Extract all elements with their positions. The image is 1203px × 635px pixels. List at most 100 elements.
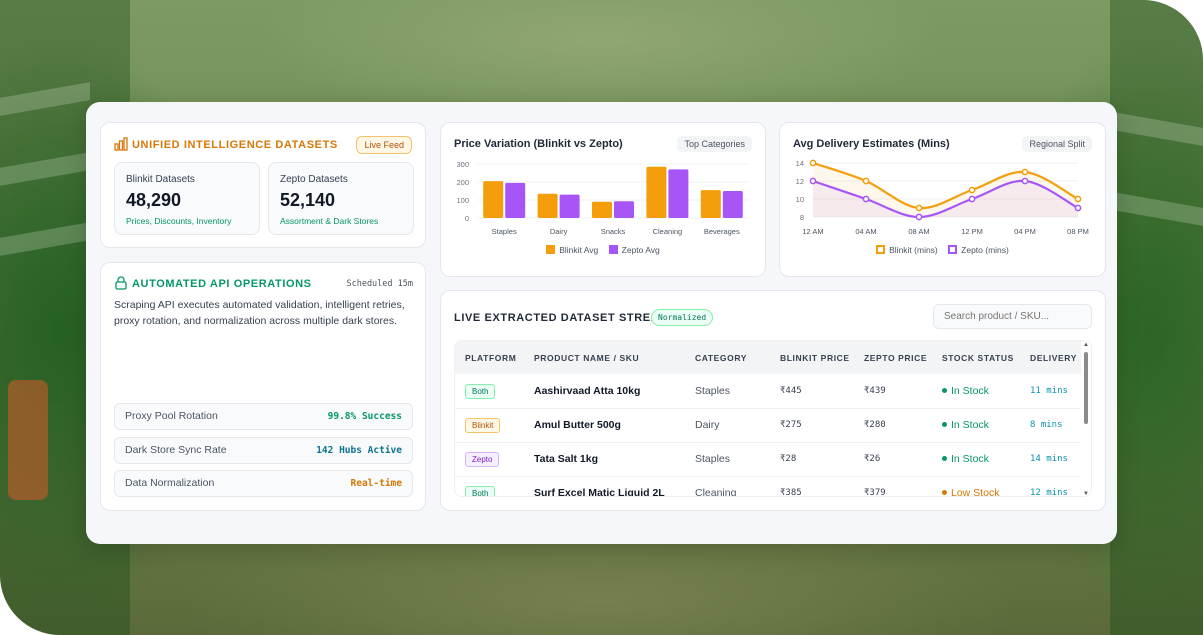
price-legend: Blinkit Avg Zepto Avg — [441, 245, 765, 255]
delivery-chart-card: Avg Delivery Estimates (Mins) Regional S… — [779, 122, 1106, 277]
col-category[interactable]: CATEGORY — [685, 341, 770, 374]
legend-blinkit-mins[interactable]: Blinkit (mins) — [876, 245, 938, 255]
x-tick-label: 04 PM — [1014, 227, 1036, 236]
stock-status-cell: In Stock — [932, 374, 1020, 409]
col-zepto-price[interactable]: ZEPTO PRICE — [854, 341, 932, 374]
automation-description: Scraping API executes automated validati… — [114, 299, 405, 327]
blinkit-datasets-box: Blinkit Datasets 48,290 Prices, Discount… — [114, 162, 260, 235]
status-dot-icon — [942, 387, 947, 393]
zepto-datasets-label: Zepto Datasets — [280, 174, 348, 185]
scroll-down-icon[interactable]: ▼ — [1083, 491, 1089, 497]
data-point — [968, 186, 976, 194]
delivery-chart: 14 12 10 8 12 AM 04 AM 08 AM 12 PM 04 PM 08 PM — [796, 159, 1089, 236]
metric-label: Proxy Pool Rotation — [125, 410, 218, 422]
y-tick-label: 200 — [456, 178, 469, 187]
metric-proxy-pool: Proxy Pool Rotation 99.8% Success — [114, 403, 413, 430]
scrollbar-thumb[interactable] — [1084, 352, 1088, 424]
x-tick-label: Beverages — [704, 227, 740, 236]
data-point — [968, 195, 976, 203]
data-point — [809, 159, 817, 167]
legend-blinkit[interactable]: Blinkit Avg — [546, 245, 598, 255]
table-row[interactable]: Zepto Tata Salt 1kg Staples ₹28 ₹26 In S… — [455, 442, 1083, 477]
metric-dark-store-sync: Dark Store Sync Rate 142 Hubs Active — [114, 437, 413, 464]
data-point — [1074, 204, 1082, 212]
y-tick-label: 100 — [456, 196, 469, 205]
lock-icon — [115, 276, 127, 290]
blinkit-price-cell: ₹385 — [770, 476, 854, 496]
col-blinkit-price[interactable]: BLINKIT PRICE — [770, 341, 854, 374]
search-input[interactable] — [933, 304, 1092, 329]
table-row[interactable]: Both Aashirvaad Atta 10kg Staples ₹445 ₹… — [455, 374, 1083, 409]
schedule-label: Scheduled 15m — [346, 279, 413, 289]
platform-badge: Zepto — [465, 452, 500, 467]
x-tick-label: 08 PM — [1067, 227, 1089, 236]
category-cell: Dairy — [685, 408, 770, 443]
data-point — [915, 204, 923, 212]
normalized-badge: Normalized — [651, 309, 714, 326]
legend-zepto[interactable]: Zepto Avg — [608, 245, 660, 255]
x-tick-label: 04 AM — [855, 227, 876, 236]
col-product[interactable]: PRODUCT NAME / SKU — [524, 341, 685, 374]
platform-badge: Both — [465, 383, 496, 399]
data-point — [809, 177, 817, 185]
bar-blinkit — [646, 166, 667, 218]
zepto-price-cell: ₹280 — [854, 408, 932, 443]
zepto-price-cell: ₹379 — [854, 476, 932, 496]
legend-zepto-mins[interactable]: Zepto (mins) — [948, 245, 1009, 255]
bar-zepto — [614, 201, 634, 218]
table-row[interactable]: Both Surf Excel Matic Liquid 2L Cleaning… — [455, 476, 1083, 496]
price-chart: 300 200 100 0 Staples Dairy Snacks Cleaning Beve… — [456, 160, 749, 236]
data-point — [1021, 177, 1029, 185]
y-tick-label: 8 — [800, 213, 804, 222]
metric-data-normalization: Data Normalization Real-time — [114, 470, 413, 497]
delivery-cell: 14 mins — [1020, 442, 1083, 477]
table-row[interactable]: Blinkit Amul Butter 500g Dairy ₹275 ₹280… — [455, 408, 1083, 443]
data-point — [862, 195, 870, 203]
stock-status-cell: Low Stock — [932, 476, 1020, 496]
price-chart-title: Price Variation (Blinkit vs Zepto) — [454, 138, 623, 150]
bar-chart-icon — [114, 137, 128, 151]
y-tick-label: 0 — [465, 214, 469, 223]
automation-title: AUTOMATED API OPERATIONS — [132, 278, 312, 290]
stock-status-cell: In Stock — [932, 442, 1020, 477]
y-tick-label: 300 — [456, 160, 469, 169]
series-area-zepto — [813, 180, 1078, 217]
scroll-up-icon[interactable]: ▲ — [1083, 342, 1089, 348]
data-point — [862, 177, 870, 185]
product-name: Tata Salt 1kg — [524, 442, 685, 477]
blinkit-price-cell: ₹28 — [770, 442, 854, 477]
data-point — [915, 213, 923, 221]
blinkit-datasets-value: 48,290 — [126, 190, 182, 210]
zepto-datasets-box: Zepto Datasets 52,140 Assortment & Dark … — [268, 162, 414, 235]
bar-blinkit — [592, 201, 612, 218]
delivery-legend: Blinkit (mins) Zepto (mins) — [780, 245, 1105, 255]
metric-label: Dark Store Sync Rate — [125, 444, 227, 456]
product-name: Surf Excel Matic Liquid 2L — [524, 476, 685, 496]
blinkit-price-cell: ₹445 — [770, 374, 854, 409]
x-tick-label: Staples — [492, 227, 517, 236]
col-stock-status[interactable]: STOCK STATUS — [932, 341, 1020, 374]
category-cell: Cleaning — [685, 476, 770, 496]
bar-blinkit — [483, 181, 504, 218]
col-delivery[interactable]: DELIVERY — [1020, 341, 1083, 374]
stock-status-cell: In Stock — [932, 408, 1020, 443]
zepto-price-cell: ₹26 — [854, 442, 932, 477]
col-platform[interactable]: PLATFORM — [455, 341, 524, 374]
regional-split-button[interactable]: Regional Split — [1022, 136, 1092, 152]
status-dot-icon — [942, 422, 947, 427]
x-tick-label: Dairy — [550, 227, 568, 236]
table-scrollbar[interactable]: ▲ ▼ — [1081, 341, 1091, 497]
bar-blinkit — [537, 193, 558, 218]
platform-badge: Blinkit — [465, 418, 501, 433]
metric-value: 142 Hubs Active — [316, 445, 402, 456]
bar-zepto — [722, 191, 743, 218]
y-tick-label: 12 — [796, 177, 804, 186]
metric-label: Data Normalization — [125, 477, 215, 489]
live-feed-badge: Live Feed — [356, 136, 412, 154]
platform-badge: Both — [465, 486, 496, 496]
top-categories-button[interactable]: Top Categories — [677, 136, 752, 152]
price-chart-card: Price Variation (Blinkit vs Zepto) Top C… — [440, 122, 766, 277]
x-tick-label: Snacks — [601, 227, 626, 236]
series-line-blinkit — [812, 161, 1079, 210]
category-cell: Staples — [685, 374, 770, 409]
